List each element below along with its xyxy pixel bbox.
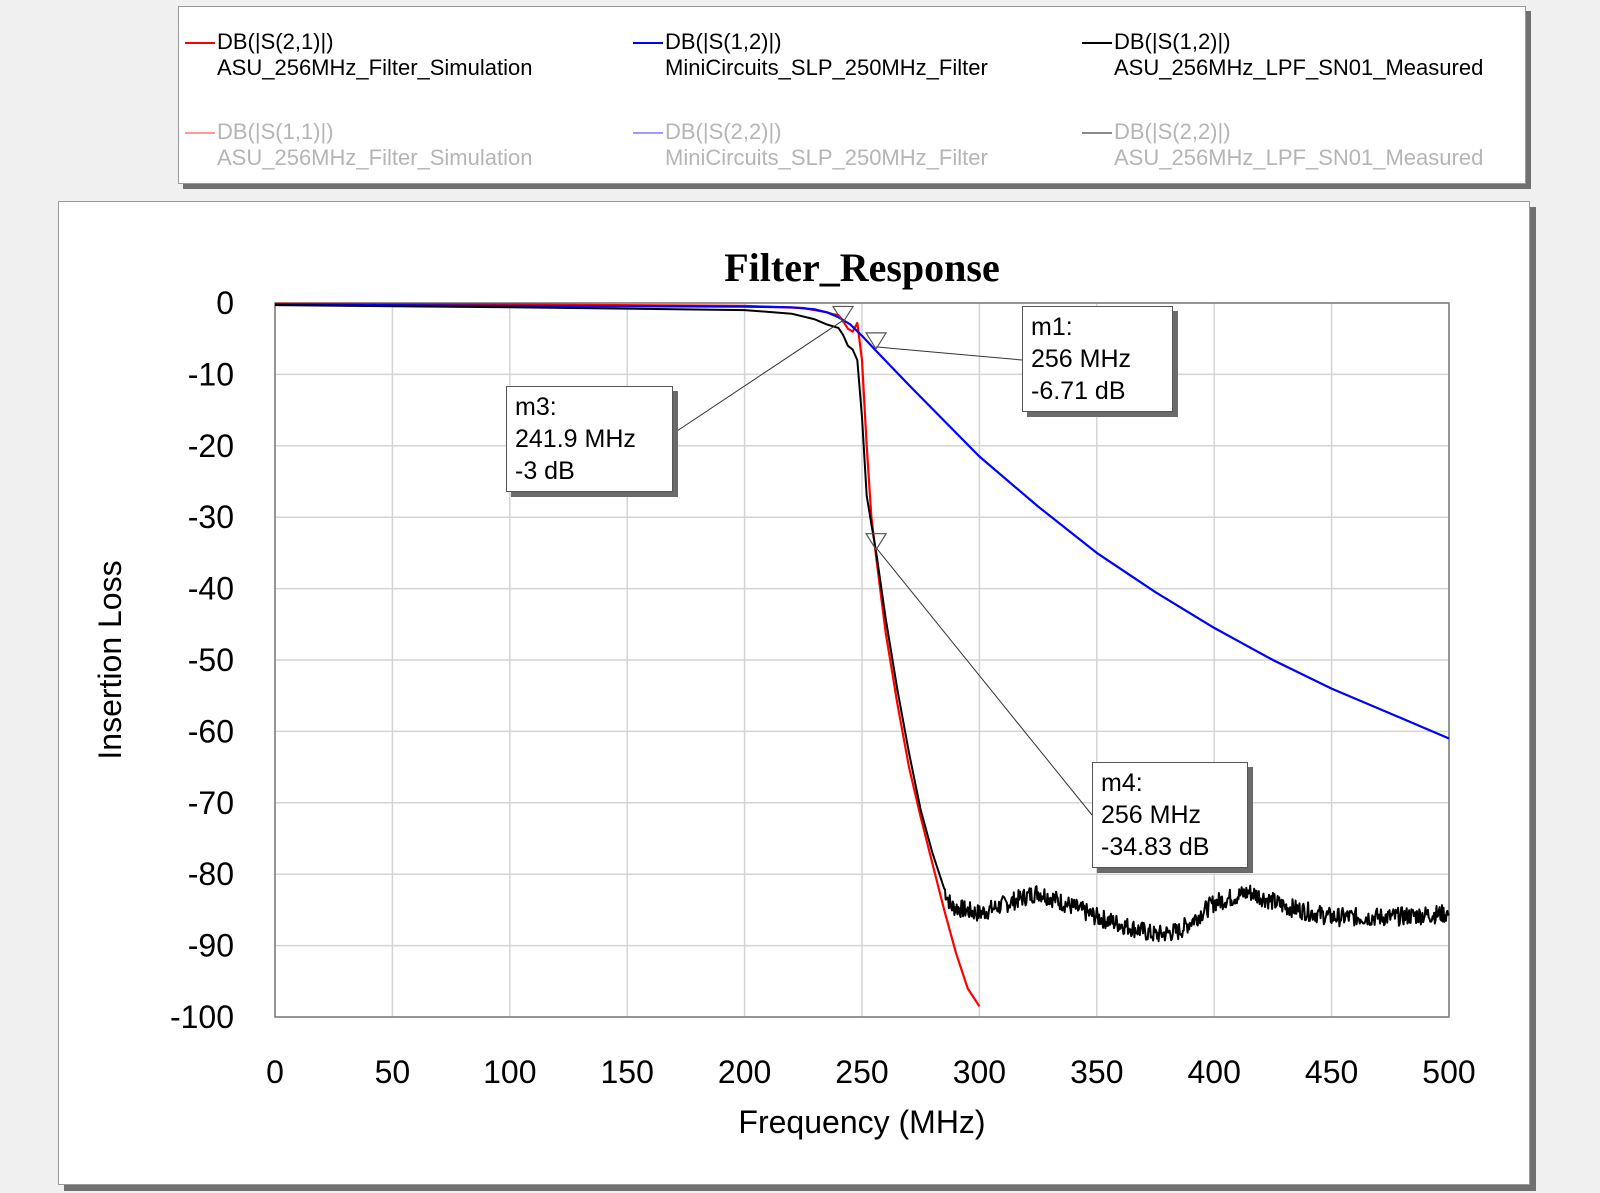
legend-swatch bbox=[185, 132, 215, 134]
x-tick-label: 150 bbox=[601, 1054, 654, 1090]
y-tick-label: -50 bbox=[188, 642, 234, 678]
legend-trace-label: DB(|S(2,2)|) bbox=[1114, 119, 1231, 144]
legend-swatch bbox=[633, 132, 663, 134]
series-group bbox=[274, 302, 1450, 1007]
y-tick-label: -40 bbox=[188, 571, 234, 607]
legend-swatch bbox=[633, 42, 663, 44]
legend: DB(|S(2,1)|) ASU_256MHz_Filter_Simulatio… bbox=[178, 6, 1526, 184]
marker-name: m4: bbox=[1101, 769, 1143, 797]
x-tick-label: 200 bbox=[718, 1054, 771, 1090]
marker-leader-line bbox=[875, 547, 1093, 816]
plot-panel bbox=[58, 201, 1530, 1185]
legend-dataset-label: ASU_256MHz_LPF_SN01_Measured bbox=[1114, 55, 1484, 80]
marker-leader-line bbox=[876, 346, 1023, 361]
x-tick-label: 500 bbox=[1422, 1054, 1475, 1090]
legend-dataset-label: MiniCircuits_SLP_250MHz_Filter bbox=[665, 145, 988, 170]
y-tick-label: -70 bbox=[188, 785, 234, 821]
y-tick-label: -60 bbox=[188, 713, 234, 749]
y-tick-label: 0 bbox=[216, 285, 234, 321]
marker-frequency: 241.9 MHz bbox=[515, 425, 636, 453]
y-tick-label: -80 bbox=[188, 856, 234, 892]
x-tick-label: 300 bbox=[953, 1054, 1006, 1090]
y-tick-label: -30 bbox=[188, 499, 234, 535]
x-tick-label: 100 bbox=[483, 1054, 536, 1090]
x-tick-label: 250 bbox=[835, 1054, 888, 1090]
marker-value: -3 dB bbox=[515, 457, 575, 485]
legend-trace-label: DB(|S(1,2)|) bbox=[1114, 29, 1231, 54]
marker-label-m4[interactable]: m4: 256 MHz -34.83 dB bbox=[1092, 762, 1248, 868]
x-tick-label: 350 bbox=[1070, 1054, 1123, 1090]
marker-frequency: 256 MHz bbox=[1101, 801, 1202, 829]
plot-frame bbox=[274, 302, 1450, 1018]
chart-title: Filter_Response bbox=[724, 245, 1000, 290]
x-tick-label: 0 bbox=[266, 1054, 284, 1090]
x-tick-labels: 0 50 100 150 200 250 300 350 400 450 500 bbox=[266, 1054, 1476, 1090]
x-axis-label: Frequency (MHz) bbox=[738, 1104, 985, 1140]
legend-dataset-label: ASU_256MHz_Filter_Simulation bbox=[217, 145, 533, 170]
y-tick-labels: 0 -10 -20 -30 -40 -50 -60 -70 -80 -90 -100 bbox=[170, 285, 234, 1035]
legend-trace-label: DB(|S(2,2)|) bbox=[665, 119, 782, 144]
legend-trace-label: DB(|S(1,1)|) bbox=[217, 119, 334, 144]
x-tick-label: 400 bbox=[1188, 1054, 1241, 1090]
series-line-2 bbox=[274, 303, 1450, 740]
legend-dataset-label: ASU_256MHz_LPF_SN01_Measured bbox=[1114, 145, 1484, 170]
series-line-3 bbox=[274, 304, 1450, 943]
marker-triangle[interactable] bbox=[865, 533, 888, 551]
marker-leader-line bbox=[667, 320, 844, 438]
marker-name: m1: bbox=[1031, 313, 1073, 341]
marker-triangle[interactable] bbox=[831, 305, 855, 324]
marker-value: -6.71 dB bbox=[1031, 377, 1126, 405]
marker-name: m3: bbox=[515, 393, 557, 421]
legend-swatch bbox=[1082, 42, 1112, 44]
y-tick-label: -20 bbox=[188, 428, 234, 464]
legend-swatch bbox=[1082, 132, 1112, 134]
marker-leader-lines bbox=[667, 305, 1093, 816]
legend-trace-label: DB(|S(2,1)|) bbox=[217, 29, 334, 54]
marker-value: -34.83 dB bbox=[1101, 833, 1210, 861]
x-tick-label: 450 bbox=[1305, 1054, 1358, 1090]
legend-swatch bbox=[185, 42, 215, 44]
legend-trace-label: DB(|S(1,2)|) bbox=[665, 29, 782, 54]
marker-label-m3[interactable]: m3: 241.9 MHz -3 dB bbox=[506, 386, 673, 492]
y-tick-label: -100 bbox=[170, 999, 234, 1035]
legend-dataset-label: ASU_256MHz_Filter_Simulation bbox=[217, 55, 533, 80]
marker-frequency: 256 MHz bbox=[1031, 345, 1132, 373]
legend-dataset-label: MiniCircuits_SLP_250MHz_Filter bbox=[665, 55, 988, 80]
marker-label-m1[interactable]: m1: 256 MHz -6.71 dB bbox=[1022, 306, 1173, 412]
y-tick-label: -10 bbox=[188, 356, 234, 392]
y-axis-label: Insertion Loss bbox=[92, 560, 128, 759]
x-tick-label: 50 bbox=[375, 1054, 411, 1090]
marker-triangle[interactable] bbox=[865, 332, 888, 351]
y-tick-label: -90 bbox=[188, 928, 234, 964]
